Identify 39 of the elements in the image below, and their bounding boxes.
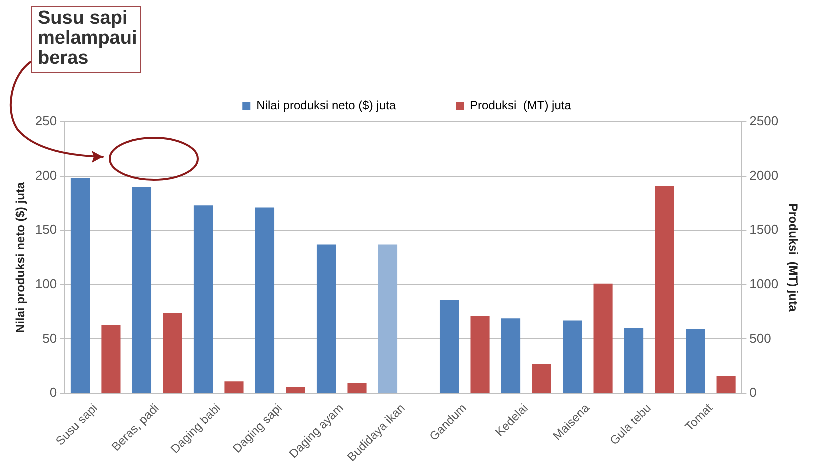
y2-tick-label: 1000 bbox=[750, 276, 779, 292]
bar bbox=[378, 244, 398, 394]
y2-tick-label: 1500 bbox=[750, 222, 779, 238]
legend-label: Produksi (MT) juta bbox=[470, 98, 572, 112]
bar bbox=[624, 328, 644, 394]
bar bbox=[194, 206, 214, 394]
bar bbox=[224, 382, 244, 394]
bar bbox=[470, 316, 490, 394]
y-tick-label: 250 bbox=[35, 114, 58, 129]
y-tick-label: 50 bbox=[42, 330, 58, 346]
y2-tick-label: 2000 bbox=[750, 168, 779, 183]
y2-axis-title: Produksi (MT) juta bbox=[786, 204, 800, 312]
y2-tick-label: 500 bbox=[750, 330, 772, 346]
bar bbox=[532, 364, 552, 394]
bar bbox=[716, 376, 736, 394]
bar bbox=[440, 300, 460, 394]
x-tick-label: Gula tebu bbox=[607, 401, 654, 448]
y-axis-title: Nilai produksi neto ($) juta bbox=[14, 182, 28, 334]
y2-tick-label: 2500 bbox=[750, 114, 779, 129]
bar bbox=[348, 383, 367, 394]
bar bbox=[655, 186, 674, 394]
bar bbox=[501, 318, 521, 394]
y-tick-label: 100 bbox=[35, 276, 58, 292]
bar bbox=[163, 313, 182, 394]
y-tick-label: 0 bbox=[50, 385, 58, 400]
bar bbox=[686, 329, 706, 394]
bar bbox=[132, 187, 152, 394]
bar bbox=[286, 386, 306, 394]
bar bbox=[563, 320, 582, 394]
y-tick-label: 150 bbox=[35, 222, 58, 238]
bar bbox=[594, 284, 613, 394]
legend-label: Nilai produksi neto ($) juta bbox=[256, 98, 396, 112]
text: Susu sapi melampaui beras bbox=[31, 6, 141, 73]
bar bbox=[255, 208, 275, 394]
y2-tick-label: 0 bbox=[750, 385, 757, 400]
bar bbox=[102, 325, 121, 394]
bar bbox=[70, 178, 90, 394]
y-tick-label: 200 bbox=[35, 168, 58, 183]
bar bbox=[316, 244, 336, 394]
